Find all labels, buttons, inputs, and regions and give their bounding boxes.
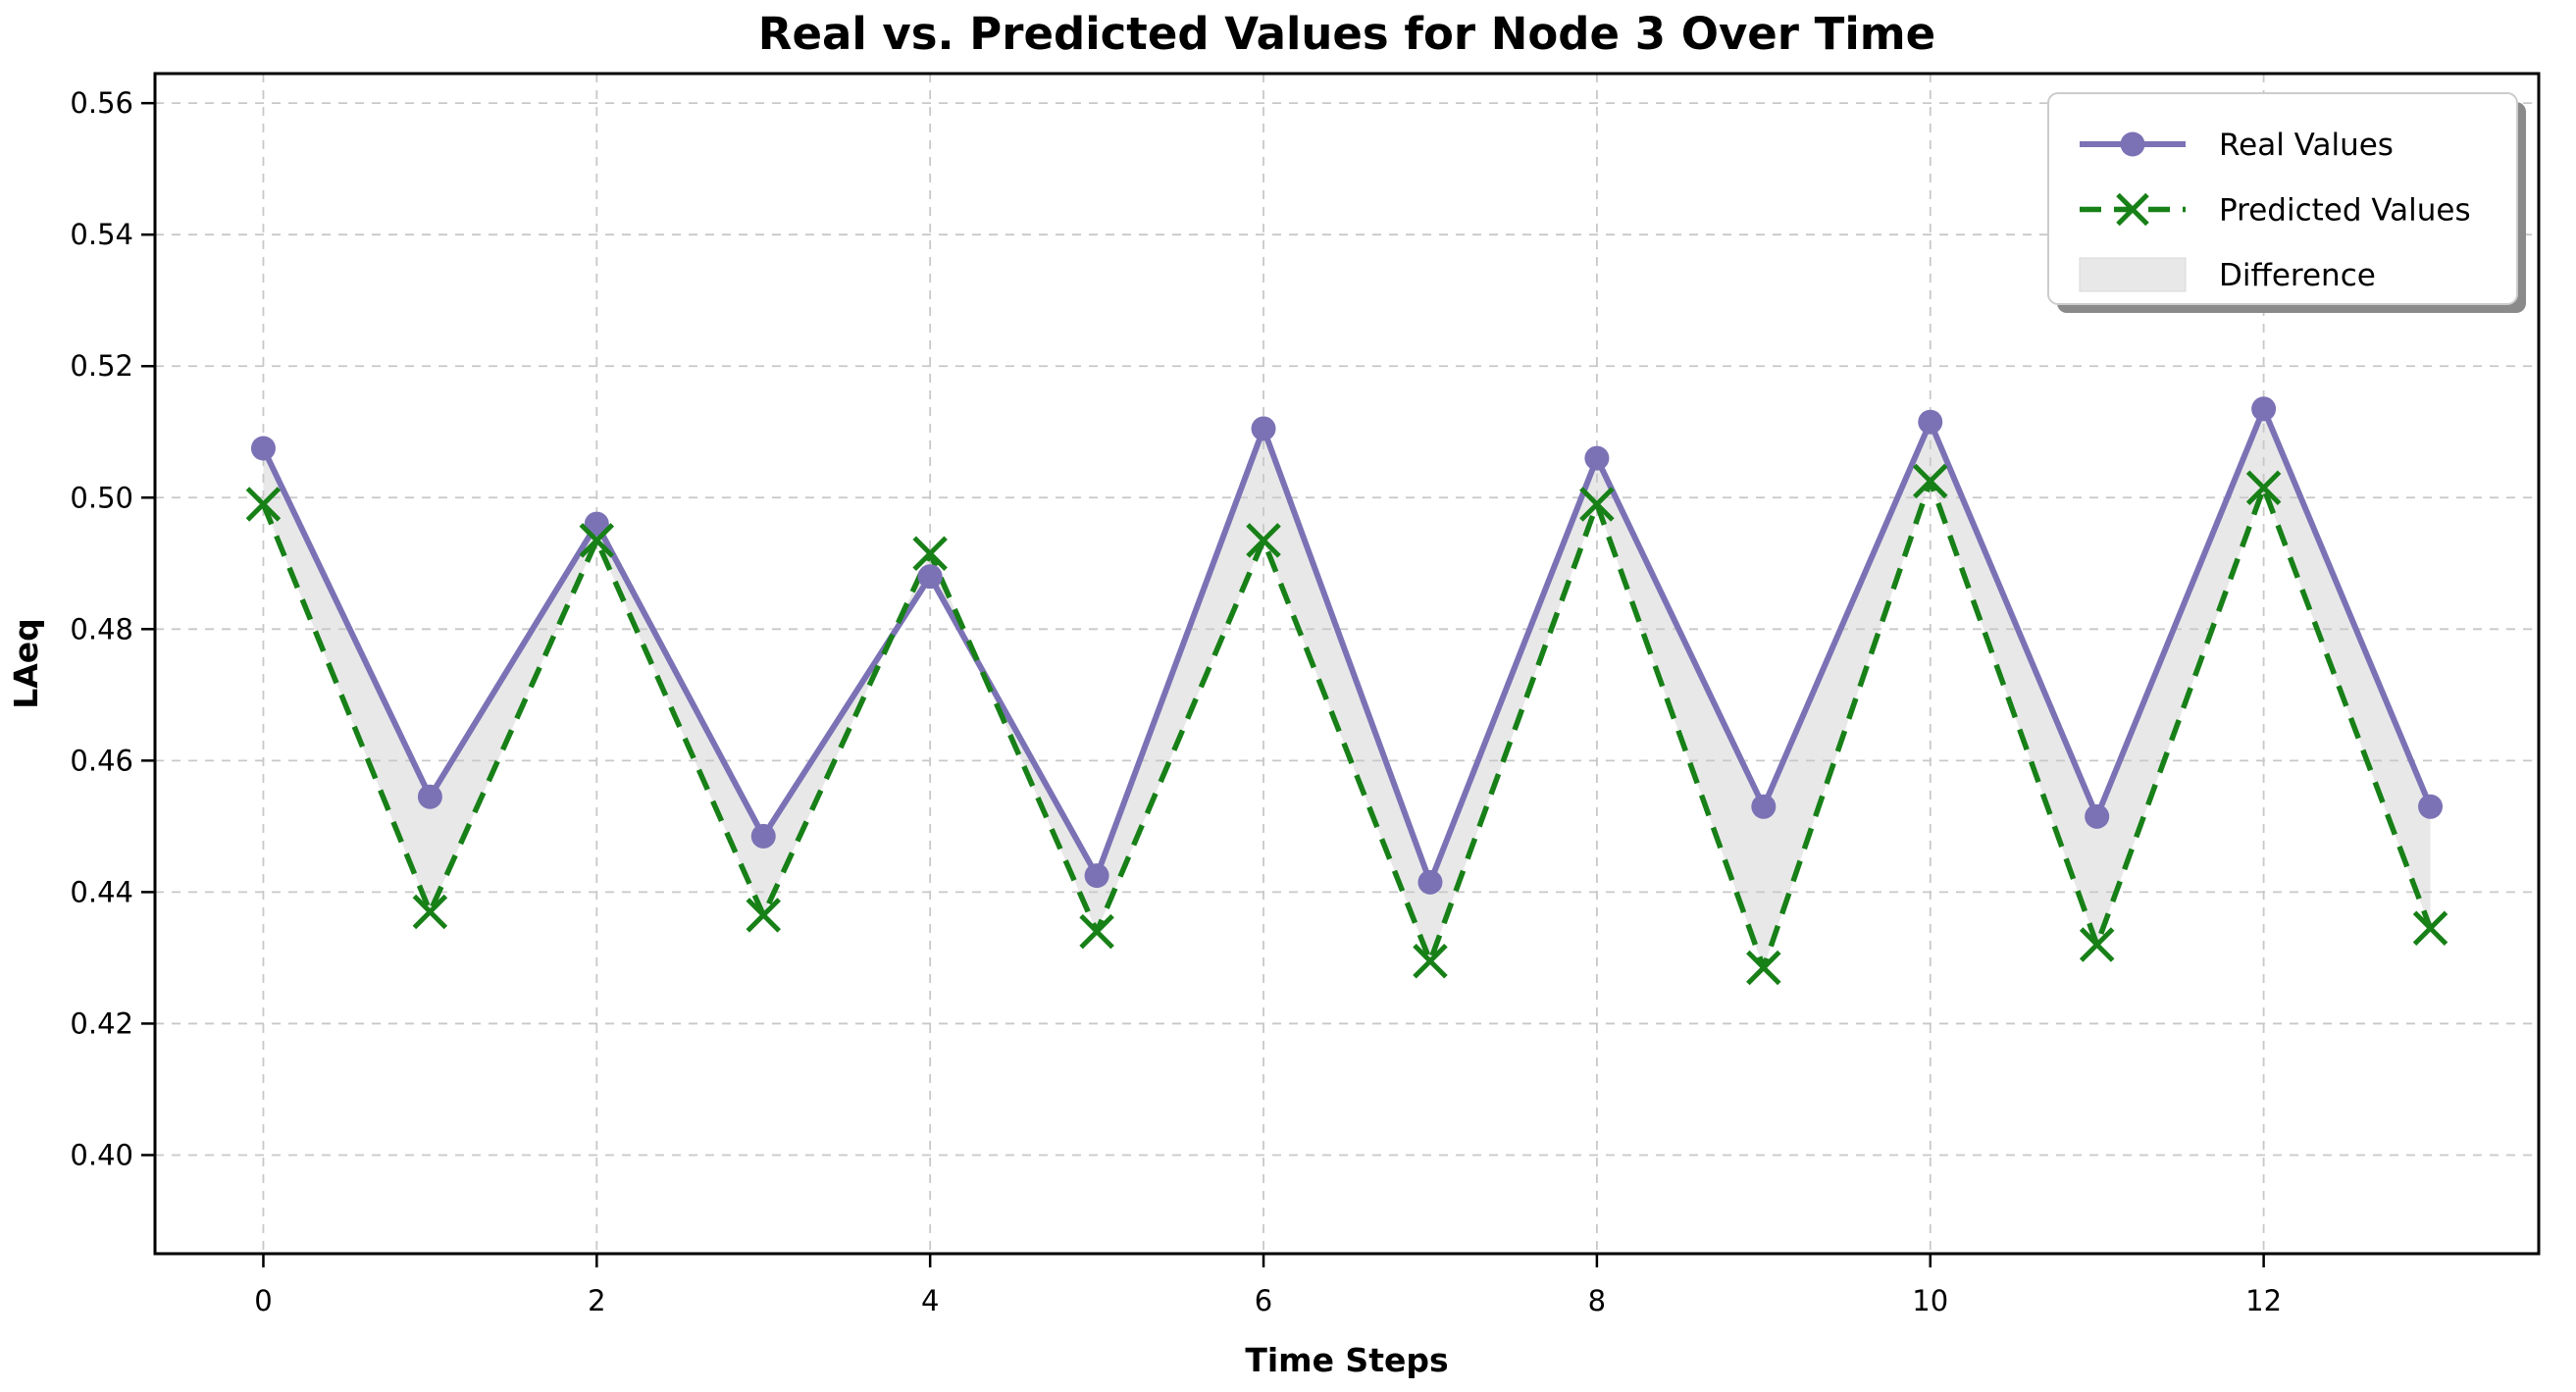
real-value-marker (250, 436, 276, 461)
y-tick-label: 0.42 (70, 1006, 133, 1040)
x-axis-label: Time Steps (1245, 1341, 1448, 1379)
predicted-value-marker (912, 536, 948, 572)
x-tick-label: 8 (1588, 1284, 1606, 1317)
real-values-markers (250, 396, 2444, 895)
legend-item-label: Predicted Values (2219, 193, 2471, 229)
legend-item-difference: Difference (2079, 257, 2376, 293)
predicted-value-marker (2079, 927, 2115, 962)
x-tick-label: 0 (254, 1284, 272, 1317)
real-value-marker (1417, 869, 1443, 895)
y-tick-label: 0.46 (70, 744, 133, 777)
axis-ticks (141, 101, 2265, 1267)
predicted-value-marker (1579, 487, 1615, 522)
x-tick-label: 4 (921, 1284, 939, 1317)
predicted-values-line (260, 478, 2434, 971)
legend-real-marker-sample (2120, 131, 2145, 157)
real-value-marker (584, 511, 609, 537)
real-value-marker (1751, 794, 1777, 819)
predicted-value-marker (1912, 463, 1948, 499)
predicted-value-marker (2412, 910, 2448, 947)
y-tick-label: 0.44 (70, 875, 133, 908)
predicted-value-marker (1079, 913, 1114, 950)
predicted-value-marker (1746, 950, 1781, 986)
legend-item-real-values: Real Values (2080, 128, 2394, 163)
real-value-marker (1584, 445, 1610, 471)
y-tick-label: 0.56 (70, 86, 133, 120)
predicted-value-marker (746, 898, 782, 933)
x-tick-label: 6 (1255, 1284, 1272, 1317)
real-value-marker (750, 823, 776, 849)
predicted-value-marker (245, 487, 282, 522)
y-axis-label: LAeq (7, 618, 45, 709)
real-value-marker (417, 784, 442, 809)
predicted-values-markers (245, 463, 2448, 986)
real-values-line (260, 405, 2434, 886)
plot-frame (153, 72, 2541, 1256)
predicted-value-marker (1413, 943, 1448, 979)
real-value-marker (2085, 803, 2110, 829)
legend-item-label: Difference (2219, 258, 2376, 293)
y-tick-label: 0.52 (70, 349, 133, 383)
predicted-value-marker (2245, 470, 2282, 505)
chart-title: Real vs. Predicted Values for Node 3 Ove… (758, 8, 1935, 60)
real-value-marker (1251, 416, 1276, 441)
real-value-marker (2418, 794, 2444, 819)
legend: Real Values Predicted Values Difference (2047, 92, 2526, 313)
predicted-value-marker (1246, 523, 1281, 558)
y-tick-label: 0.40 (70, 1138, 133, 1171)
legend-predicted-marker-sample (2116, 192, 2149, 227)
real-value-marker (2251, 396, 2277, 422)
predicted-value-marker (412, 894, 448, 930)
difference-fill (263, 408, 2431, 968)
x-tick-label: 2 (588, 1284, 605, 1317)
legend-item-label: Real Values (2219, 128, 2394, 163)
x-tick-label: 12 (2245, 1284, 2282, 1317)
x-tick-label: 10 (1912, 1284, 1948, 1317)
y-tick-label: 0.54 (70, 218, 133, 251)
real-value-marker (1084, 863, 1109, 889)
predicted-value-marker (579, 523, 615, 558)
real-value-marker (917, 564, 943, 590)
y-tick-label: 0.48 (70, 612, 133, 645)
real-value-marker (1918, 409, 1943, 435)
legend-difference-patch (2079, 257, 2187, 292)
y-tick-label: 0.50 (70, 481, 133, 514)
legend-item-predicted-values: Predicted Values (2080, 193, 2471, 229)
